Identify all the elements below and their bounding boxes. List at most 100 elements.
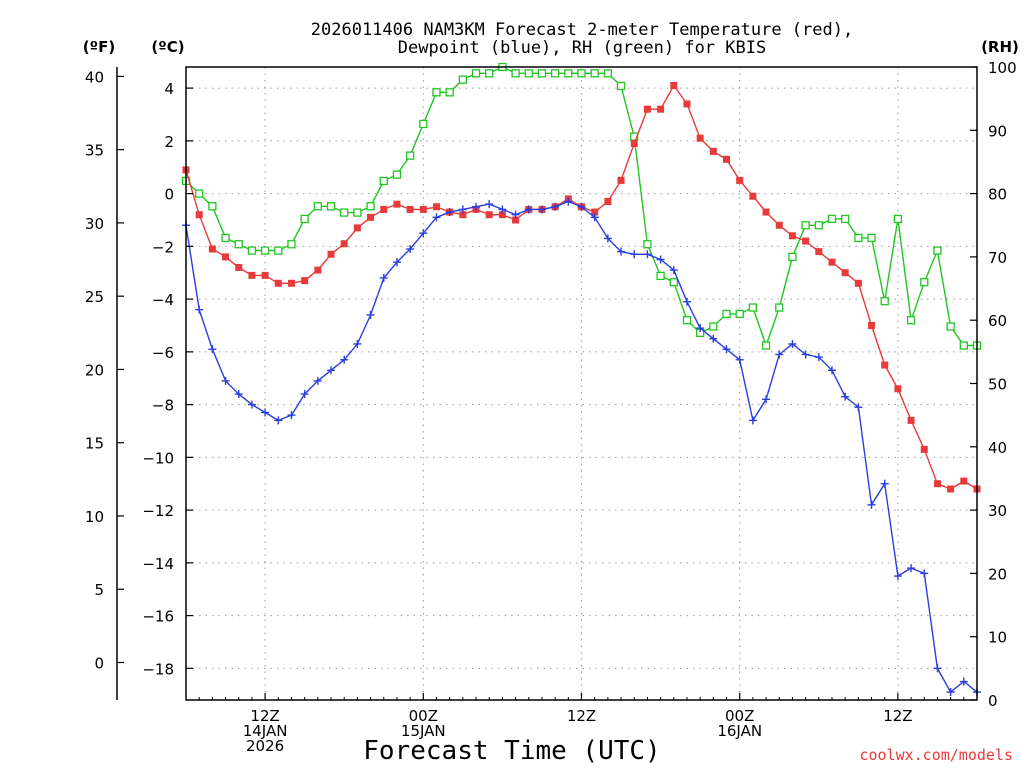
temperature-point — [749, 192, 757, 200]
rh-point — [419, 119, 428, 129]
dewpoint-point — [208, 345, 217, 354]
rh-point — [300, 214, 309, 224]
axes: 420−2−4−6−8−10−12−14−16−1812Z14JAN202600… — [85, 59, 1017, 755]
temperature-point — [802, 237, 810, 245]
rh-point — [313, 202, 322, 211]
fahrenheit-tick-label: 20 — [85, 361, 104, 379]
rh-point — [841, 214, 850, 224]
rh-point — [801, 221, 810, 230]
rh-point — [524, 69, 533, 78]
dewpoint-point — [419, 229, 428, 238]
temperature-point — [828, 258, 836, 266]
temperature-point — [591, 208, 599, 216]
fahrenheit-tick-label: 15 — [85, 435, 104, 453]
rh-point — [669, 278, 678, 287]
temperature-point — [683, 100, 691, 108]
temperature-point — [670, 81, 678, 89]
fahrenheit-tick-label: 5 — [94, 581, 104, 599]
dewpoint-point — [788, 339, 797, 348]
rh-tick-label: 0 — [988, 692, 998, 710]
dewpoint-point — [353, 339, 362, 348]
rh-point — [946, 322, 955, 331]
dewpoint-point — [274, 416, 283, 425]
rh-tick-label: 90 — [988, 122, 1007, 140]
dewpoint-point — [920, 569, 929, 578]
dewpoint-point — [485, 200, 494, 209]
temperature-point — [762, 208, 770, 216]
temperature-point — [723, 155, 731, 163]
rh-point — [920, 278, 929, 287]
plot-frame — [185, 66, 978, 701]
temperature-point — [643, 105, 651, 113]
temperature-point — [406, 205, 414, 213]
rh-point — [590, 69, 599, 78]
rh-tick-label: 40 — [988, 439, 1007, 457]
temperature-point — [933, 480, 941, 488]
dewpoint-point — [379, 274, 388, 282]
temperature-point — [709, 147, 717, 155]
dewpoint-point — [762, 395, 771, 404]
dewpoint-point — [564, 197, 573, 206]
dewpoint-point — [669, 266, 678, 275]
rh-point — [603, 69, 613, 78]
dewpoint-point — [327, 366, 336, 375]
celsius-tick-label: 0 — [164, 186, 174, 204]
temperature-point — [657, 105, 665, 113]
celsius-tick-label: −8 — [152, 397, 174, 415]
dewpoint-point — [590, 213, 599, 222]
dewpoint-point — [287, 411, 296, 420]
rh-point — [511, 69, 520, 78]
celsius-tick-label: 4 — [164, 80, 174, 98]
rh-point — [788, 252, 797, 262]
x-tick-label: 12Z — [250, 707, 279, 725]
chart-title-line1: 2026011406 NAM3KM Forecast 2-meter Tempe… — [311, 20, 853, 40]
rh-point — [274, 246, 283, 255]
dewpoint-point — [551, 202, 560, 211]
celsius-tick-label: −14 — [142, 555, 174, 573]
series-layer — [181, 62, 982, 697]
source-credit: coolwx.com/models — [859, 746, 1013, 764]
dewpoint-point — [261, 408, 270, 417]
celsius-tick-label: −4 — [152, 291, 174, 309]
fahrenheit-tick-label: 0 — [94, 654, 104, 672]
x-tick-label: 00Z — [725, 707, 754, 725]
temperature-point — [248, 271, 256, 279]
temperature-point — [815, 248, 823, 256]
dewpoint-point — [432, 213, 441, 222]
dewpoint-point — [722, 345, 731, 354]
temperature-point — [459, 211, 467, 219]
grid-lines — [186, 67, 977, 700]
chart-title-line2: Dewpoint (blue), RH (green) for KBIS — [398, 38, 766, 58]
rh-point — [616, 81, 626, 91]
rh-tick-label: 30 — [988, 502, 1007, 520]
dewpoint-point — [603, 234, 612, 243]
temperature-point — [947, 485, 955, 493]
temperature-point — [868, 321, 876, 329]
x-tick-label: 12Z — [567, 707, 596, 725]
dewpoint-point — [300, 390, 309, 399]
temperature-point — [788, 232, 796, 240]
temperature-point — [301, 277, 309, 285]
rh-point — [471, 69, 481, 78]
rh-point — [643, 240, 652, 249]
celsius-tick-label: −16 — [142, 608, 174, 626]
dewpoint-point — [524, 205, 533, 214]
rh-point — [432, 88, 441, 97]
rh-point — [221, 233, 230, 243]
dewpoint-point — [366, 310, 375, 319]
dewpoint-point — [893, 572, 902, 581]
dewpoint-point — [221, 376, 230, 385]
series-dewpoint — [182, 197, 981, 697]
rh-point — [326, 202, 336, 211]
temperature-point — [498, 211, 506, 219]
rh-point — [933, 246, 942, 255]
dewpoint-point — [867, 500, 876, 509]
fahrenheit-tick-label: 30 — [85, 215, 104, 233]
rh-point — [234, 240, 243, 249]
dewpoint-point — [537, 205, 546, 214]
x-tick-label: 16JAN — [717, 722, 762, 740]
temperature-point — [907, 416, 915, 424]
rh-point — [761, 341, 771, 350]
temperature-point — [208, 245, 216, 253]
temperature-point — [920, 445, 928, 453]
